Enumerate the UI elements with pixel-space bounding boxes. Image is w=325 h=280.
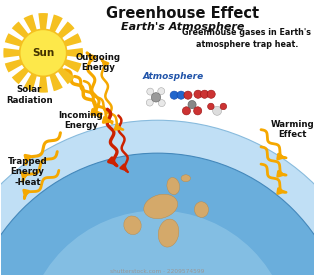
Circle shape: [207, 90, 215, 98]
Text: Greenhouse gases in Earth's
atmosphere trap heat.: Greenhouse gases in Earth's atmosphere t…: [182, 28, 311, 49]
Circle shape: [20, 29, 67, 76]
Wedge shape: [3, 48, 43, 58]
Wedge shape: [43, 53, 74, 84]
Circle shape: [26, 35, 61, 71]
Circle shape: [177, 91, 185, 99]
Circle shape: [194, 90, 202, 98]
Circle shape: [147, 88, 154, 95]
Wedge shape: [5, 53, 43, 73]
Circle shape: [170, 91, 178, 99]
Wedge shape: [0, 153, 325, 280]
Text: Sun: Sun: [32, 48, 54, 58]
Circle shape: [182, 107, 190, 115]
Wedge shape: [12, 53, 43, 84]
Wedge shape: [24, 53, 43, 91]
Text: Solar
Radiation: Solar Radiation: [6, 85, 52, 105]
Circle shape: [158, 100, 165, 107]
Ellipse shape: [144, 194, 178, 219]
Wedge shape: [24, 211, 292, 280]
Wedge shape: [43, 15, 63, 53]
Circle shape: [201, 90, 209, 98]
Wedge shape: [0, 120, 325, 280]
Circle shape: [158, 88, 165, 95]
Text: Incoming
Energy: Incoming Energy: [58, 111, 103, 130]
Wedge shape: [43, 53, 82, 73]
Wedge shape: [24, 15, 43, 53]
Circle shape: [151, 93, 161, 102]
Wedge shape: [43, 33, 82, 53]
Wedge shape: [38, 13, 48, 53]
Text: Outgoing
Energy: Outgoing Energy: [75, 53, 121, 72]
Wedge shape: [43, 22, 74, 53]
Circle shape: [184, 91, 192, 99]
Ellipse shape: [158, 219, 179, 247]
Text: Warming
Effect: Warming Effect: [270, 120, 314, 139]
Circle shape: [20, 29, 67, 76]
Circle shape: [208, 103, 214, 110]
Ellipse shape: [181, 175, 190, 182]
Wedge shape: [5, 33, 43, 53]
Text: Atmosphere: Atmosphere: [143, 72, 204, 81]
Circle shape: [194, 107, 202, 115]
Ellipse shape: [194, 202, 209, 217]
Wedge shape: [43, 48, 83, 58]
Text: Trapped
Energy
-Heat: Trapped Energy -Heat: [8, 157, 47, 187]
Circle shape: [188, 101, 196, 109]
Ellipse shape: [124, 216, 141, 235]
Wedge shape: [12, 22, 43, 53]
Text: Greenhouse Effect: Greenhouse Effect: [106, 6, 259, 21]
Text: shutterstock.com · 2209574599: shutterstock.com · 2209574599: [111, 269, 205, 274]
Wedge shape: [43, 53, 63, 91]
Wedge shape: [38, 53, 48, 93]
Circle shape: [146, 99, 153, 106]
Circle shape: [213, 106, 222, 115]
Text: Earth's Atmosphere: Earth's Atmosphere: [121, 22, 244, 32]
Ellipse shape: [167, 178, 180, 195]
Circle shape: [220, 103, 227, 110]
